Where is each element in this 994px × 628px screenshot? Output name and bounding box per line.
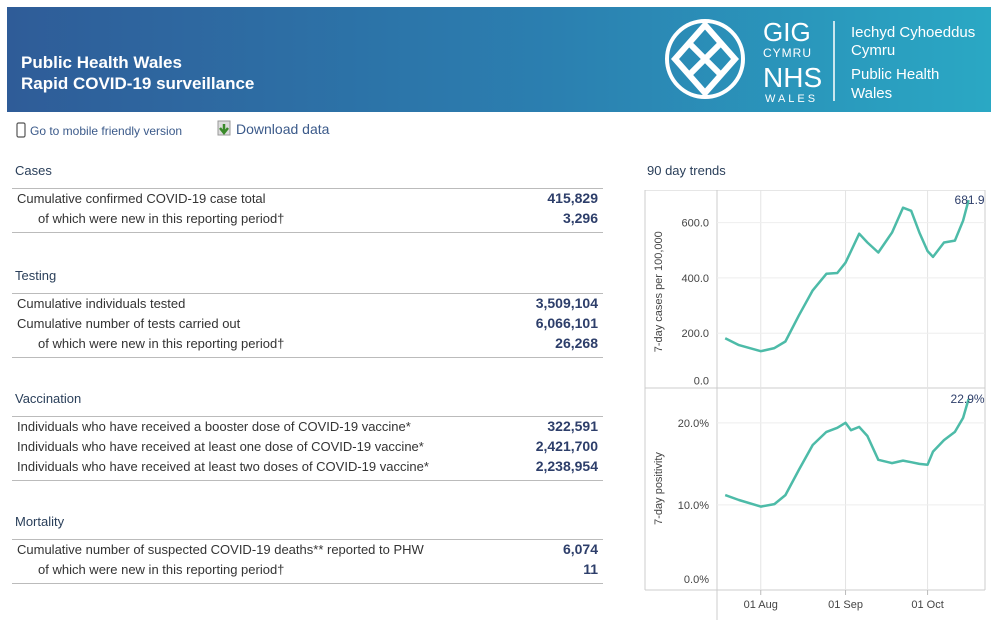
logo-nhs: NHS bbox=[763, 62, 822, 93]
header: Public Health Wales Rapid COVID-19 surve… bbox=[7, 7, 991, 112]
row-label: of which were new in this reporting peri… bbox=[38, 336, 285, 351]
section-title: Testing bbox=[15, 268, 57, 283]
section-title: Cases bbox=[15, 163, 52, 178]
section-rule bbox=[12, 293, 603, 294]
row-value: 3,509,104 bbox=[535, 295, 598, 311]
y-tick-label: 400.0 bbox=[681, 273, 709, 285]
section-rule bbox=[12, 583, 603, 584]
logo-gig: GIG bbox=[763, 17, 811, 47]
row-label: Cumulative number of tests carried out bbox=[17, 316, 241, 331]
y-tick-label: 0.0 bbox=[694, 376, 709, 388]
value-label: 22.9% bbox=[951, 392, 985, 406]
row-value: 415,829 bbox=[547, 190, 598, 206]
row-value: 2,238,954 bbox=[535, 458, 598, 474]
trend-charts: 0.0 200.0 400.0 600.0 7-day cases per 100,00… bbox=[644, 190, 986, 620]
row-label: Individuals who have received at least o… bbox=[17, 439, 424, 454]
org-english: Public Health bbox=[851, 66, 939, 83]
row-label: of which were new in this reporting peri… bbox=[38, 562, 285, 577]
row-value: 26,268 bbox=[555, 335, 598, 351]
trends-title: 90 day trends bbox=[647, 163, 726, 178]
y-tick-label: 0.0% bbox=[684, 574, 709, 586]
row-label: of which were new in this reporting peri… bbox=[38, 211, 285, 226]
mobile-link[interactable]: Go to mobile friendly version bbox=[30, 124, 183, 138]
header-title: Public Health Wales bbox=[21, 53, 182, 72]
row-value: 11 bbox=[583, 561, 598, 577]
y-tick-label: 10.0% bbox=[678, 500, 709, 512]
logo-wales: WALES bbox=[765, 93, 818, 105]
row-label: Cumulative number of suspected COVID-19 … bbox=[17, 542, 424, 557]
row-label: Individuals who have received at least t… bbox=[17, 459, 429, 474]
row-label: Individuals who have received a booster … bbox=[17, 419, 411, 434]
org-welsh: Iechyd Cyhoeddus bbox=[851, 24, 975, 41]
section-title: Vaccination bbox=[15, 391, 82, 406]
section-rule bbox=[12, 188, 603, 189]
row-value: 322,591 bbox=[547, 418, 598, 434]
y-axis-label: 7-day positivity bbox=[653, 452, 665, 525]
x-tick-label: 01 Aug bbox=[744, 599, 778, 611]
section-rule bbox=[12, 357, 603, 358]
row-label: Cumulative individuals tested bbox=[17, 296, 186, 311]
row-value: 2,421,700 bbox=[535, 438, 598, 454]
phone-icon bbox=[16, 122, 26, 138]
row-value: 3,296 bbox=[562, 210, 598, 226]
row-value: 6,066,101 bbox=[535, 315, 598, 331]
value-label: 681.9 bbox=[955, 193, 985, 207]
row-label: Cumulative confirmed COVID-19 case total bbox=[17, 191, 266, 206]
org-english: Wales bbox=[851, 85, 892, 102]
section-rule bbox=[12, 539, 603, 540]
x-tick-label: 01 Oct bbox=[911, 599, 943, 611]
y-axis-label: 7-day cases per 100,000 bbox=[653, 231, 665, 352]
trend-line bbox=[724, 199, 970, 353]
trend-line bbox=[724, 398, 970, 508]
section-rule bbox=[12, 416, 603, 417]
download-icon bbox=[217, 120, 231, 136]
section-rule bbox=[12, 232, 603, 233]
x-tick-label: 01 Sep bbox=[828, 599, 863, 611]
header-subtitle: Rapid COVID-19 surveillance bbox=[21, 74, 255, 93]
section-title: Mortality bbox=[15, 514, 65, 529]
section-rule bbox=[12, 480, 603, 481]
logo-cymru: CYMRU bbox=[763, 46, 812, 60]
y-tick-label: 20.0% bbox=[678, 418, 709, 430]
y-tick-label: 200.0 bbox=[681, 328, 709, 340]
row-value: 6,074 bbox=[562, 541, 598, 557]
y-tick-label: 600.0 bbox=[681, 218, 709, 230]
download-link[interactable]: Download data bbox=[236, 121, 330, 137]
logo-knot bbox=[665, 19, 745, 99]
org-welsh: Cymru bbox=[851, 42, 895, 59]
logo: GIG CYMRU NHS WALES Iechyd Cyhoeddus Cym… bbox=[665, 17, 975, 105]
